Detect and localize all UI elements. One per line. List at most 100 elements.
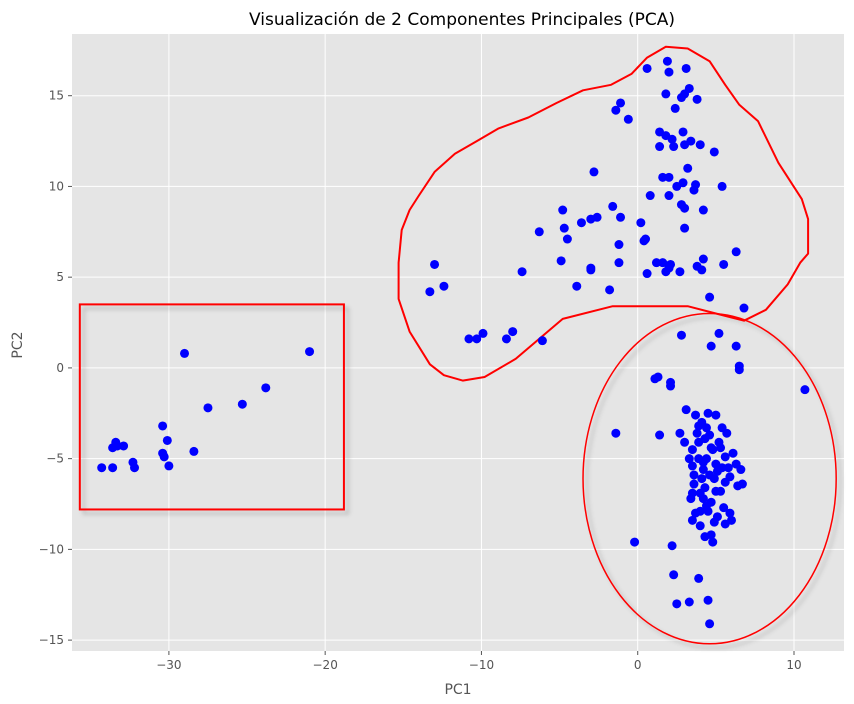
y-tick-label: 0: [56, 361, 64, 375]
data-point: [678, 127, 688, 137]
data-point: [472, 334, 482, 344]
data-point: [706, 443, 716, 453]
data-point: [112, 441, 122, 451]
data-point: [681, 405, 691, 415]
tick-labels: −30 −20 −10 0 10 −15 −10 −5 0 5 10 15: [39, 89, 802, 672]
data-point: [478, 328, 488, 338]
data-point: [705, 292, 715, 302]
data-point: [508, 327, 518, 337]
data-point: [130, 463, 140, 473]
data-point: [687, 445, 697, 455]
data-point: [180, 348, 190, 358]
x-tick-label: 10: [786, 658, 801, 672]
y-tick-label: −5: [46, 452, 64, 466]
data-point: [667, 541, 677, 551]
data-point: [703, 595, 713, 605]
data-point: [701, 423, 711, 433]
grid-lines: [72, 34, 844, 651]
data-point: [680, 223, 690, 233]
data-point: [698, 205, 708, 215]
data-point: [662, 56, 672, 66]
data-point: [689, 479, 699, 489]
data-point: [189, 446, 199, 456]
data-point: [562, 234, 572, 244]
annotation-ellipse: [582, 312, 837, 645]
data-point: [642, 269, 652, 279]
annotation-rectangle: [78, 303, 345, 511]
data-point: [556, 256, 566, 266]
data-point: [537, 336, 547, 346]
data-point: [655, 142, 665, 152]
data-point: [680, 203, 690, 213]
data-point: [586, 263, 596, 273]
data-point: [669, 570, 679, 580]
data-point: [680, 437, 690, 447]
data-point: [614, 258, 624, 268]
data-point: [705, 619, 715, 629]
data-point: [576, 218, 586, 228]
data-point: [698, 254, 708, 264]
data-point: [669, 142, 679, 152]
data-point: [616, 98, 626, 108]
data-point: [666, 259, 676, 269]
data-point: [605, 285, 615, 295]
data-point: [716, 443, 726, 453]
data-point: [645, 191, 655, 201]
data-point: [653, 372, 663, 382]
data-point: [711, 486, 721, 496]
data-point: [684, 454, 694, 464]
data-point: [694, 454, 704, 464]
data-point: [687, 488, 697, 498]
data-point: [641, 234, 651, 244]
data-point: [698, 465, 708, 475]
data-point: [572, 281, 582, 291]
data-point: [697, 474, 707, 484]
data-point: [691, 410, 701, 420]
data-point: [689, 470, 699, 480]
data-point: [108, 463, 118, 473]
data-points: [97, 56, 810, 629]
data-point: [658, 258, 668, 268]
data-point: [675, 267, 685, 277]
data-point: [97, 463, 107, 473]
data-point: [655, 430, 665, 440]
data-point: [691, 508, 701, 518]
data-point: [534, 227, 544, 237]
data-point: [558, 205, 568, 215]
data-point: [736, 465, 746, 475]
data-point: [501, 334, 511, 344]
x-tick-label: −20: [313, 658, 338, 672]
data-point: [675, 428, 685, 438]
data-point: [692, 94, 702, 104]
data-point: [681, 63, 691, 73]
data-point: [703, 506, 713, 516]
data-point: [687, 515, 697, 525]
data-point: [731, 247, 741, 257]
data-point: [158, 421, 168, 431]
data-point: [159, 452, 169, 462]
data-point: [709, 147, 719, 157]
data-point: [686, 136, 696, 146]
data-point: [672, 599, 682, 609]
data-point: [589, 167, 599, 177]
y-tick-label: −15: [39, 633, 64, 647]
data-point: [683, 163, 693, 173]
data-point: [439, 281, 449, 291]
x-tick-label: 0: [634, 658, 642, 672]
data-point: [725, 508, 735, 518]
data-point: [695, 521, 705, 531]
data-point: [651, 258, 661, 268]
data-point: [676, 330, 686, 340]
data-point: [706, 341, 716, 351]
data-point: [616, 212, 626, 222]
data-point: [711, 410, 721, 420]
data-point: [720, 452, 730, 462]
data-point: [162, 435, 172, 445]
data-point: [666, 381, 676, 391]
data-point: [203, 403, 213, 413]
data-point: [719, 259, 729, 269]
data-point: [608, 201, 618, 211]
data-point: [722, 428, 732, 438]
data-point: [739, 303, 749, 313]
